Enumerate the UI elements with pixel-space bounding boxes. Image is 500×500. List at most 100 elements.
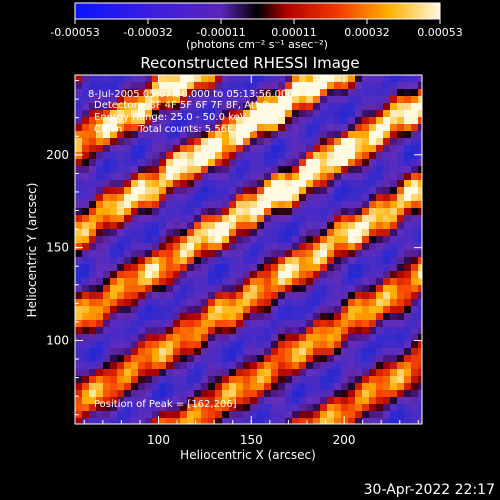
heatmap-cell <box>187 327 195 335</box>
heatmap-cell <box>390 271 398 279</box>
heatmap-cell <box>222 292 230 300</box>
heatmap-cell <box>306 369 314 377</box>
heatmap-cell <box>250 397 258 405</box>
heatmap-cell <box>215 383 223 391</box>
heatmap-cell <box>334 159 342 167</box>
heatmap-cell <box>383 271 391 279</box>
heatmap-cell <box>222 376 230 384</box>
heatmap-cell <box>215 131 223 139</box>
heatmap-cell <box>250 194 258 202</box>
heatmap-cell <box>194 257 202 265</box>
heatmap-cell <box>89 187 97 195</box>
heatmap-cell <box>320 292 328 300</box>
heatmap-cell <box>138 208 146 216</box>
heatmap-cell <box>166 348 174 356</box>
heatmap-cell <box>404 383 412 391</box>
heatmap-cell <box>397 369 405 377</box>
heatmap-cell <box>369 124 377 132</box>
heatmap-cell <box>411 82 419 90</box>
heatmap-cell <box>89 110 97 118</box>
heatmap-cell <box>418 348 422 356</box>
heatmap-cell <box>250 418 258 424</box>
heatmap-cell <box>369 292 377 300</box>
heatmap-cell <box>313 376 321 384</box>
heatmap-cell <box>299 138 307 146</box>
heatmap-cell <box>397 250 405 258</box>
heatmap-cell <box>222 187 230 195</box>
heatmap-cell <box>320 145 328 153</box>
heatmap-cell <box>166 299 174 307</box>
heatmap-cell <box>411 390 419 398</box>
heatmap-cell <box>110 397 118 405</box>
heatmap-cell <box>327 201 335 209</box>
heatmap-cell <box>124 362 132 370</box>
heatmap-cell <box>243 201 251 209</box>
heatmap-cell <box>117 208 125 216</box>
heatmap-cell <box>138 306 146 314</box>
heatmap-cell <box>131 82 139 90</box>
heatmap-cell <box>96 117 104 125</box>
heatmap-cell <box>306 75 314 83</box>
heatmap-cell <box>306 299 314 307</box>
heatmap-cell <box>411 187 419 195</box>
heatmap-cell <box>145 306 153 314</box>
heatmap-cell <box>264 103 272 111</box>
heatmap-cell <box>264 243 272 251</box>
heatmap-cell <box>376 250 384 258</box>
heatmap-cell <box>355 173 363 181</box>
heatmap-cell <box>397 159 405 167</box>
heatmap-cell <box>159 124 167 132</box>
heatmap-cell <box>411 383 419 391</box>
heatmap-cell <box>299 236 307 244</box>
heatmap-cell <box>362 138 370 146</box>
heatmap-cell <box>110 320 118 328</box>
heatmap-cell <box>243 397 251 405</box>
heatmap-cell <box>369 82 377 90</box>
heatmap-cell <box>285 369 293 377</box>
heatmap-cell <box>103 404 111 412</box>
heatmap-cell <box>404 271 412 279</box>
heatmap-cell <box>145 159 153 167</box>
heatmap-cell <box>404 313 412 321</box>
heatmap-cell <box>103 159 111 167</box>
heatmap-cell <box>285 390 293 398</box>
heatmap-cell <box>187 138 195 146</box>
heatmap-cell <box>75 82 83 90</box>
heatmap-cell <box>131 236 139 244</box>
heatmap-cell <box>180 82 188 90</box>
heatmap-cell <box>229 187 237 195</box>
heatmap-cell <box>320 341 328 349</box>
heatmap-cell <box>404 292 412 300</box>
heatmap-cell <box>103 236 111 244</box>
heatmap-cell <box>299 117 307 125</box>
heatmap-cell <box>236 180 244 188</box>
heatmap-cell <box>327 299 335 307</box>
heatmap-cell <box>264 173 272 181</box>
heatmap-cell <box>131 152 139 160</box>
heatmap-cell <box>341 152 349 160</box>
heatmap-cell <box>313 208 321 216</box>
heatmap-cell <box>96 145 104 153</box>
heatmap-cell <box>222 390 230 398</box>
heatmap-cell <box>117 152 125 160</box>
heatmap-cell <box>383 215 391 223</box>
heatmap-cell <box>124 292 132 300</box>
heatmap-cell <box>271 117 279 125</box>
heatmap-cell <box>369 411 377 419</box>
heatmap-cell <box>313 215 321 223</box>
heatmap-cell <box>369 299 377 307</box>
heatmap-cell <box>229 159 237 167</box>
heatmap-cell <box>320 243 328 251</box>
heatmap-cell <box>341 418 349 424</box>
heatmap-cell <box>159 334 167 342</box>
heatmap-cell <box>201 404 209 412</box>
heatmap-cell <box>82 285 90 293</box>
heatmap-cell <box>390 250 398 258</box>
annotations: 8-Jul-2005 05:07:56.000 to 05:13:56.000 … <box>88 89 294 410</box>
heatmap-cell <box>306 138 314 146</box>
heatmap-cell <box>96 292 104 300</box>
heatmap-cell <box>411 271 419 279</box>
heatmap-cell <box>348 96 356 104</box>
heatmap-cell <box>103 369 111 377</box>
heatmap-cell <box>187 222 195 230</box>
